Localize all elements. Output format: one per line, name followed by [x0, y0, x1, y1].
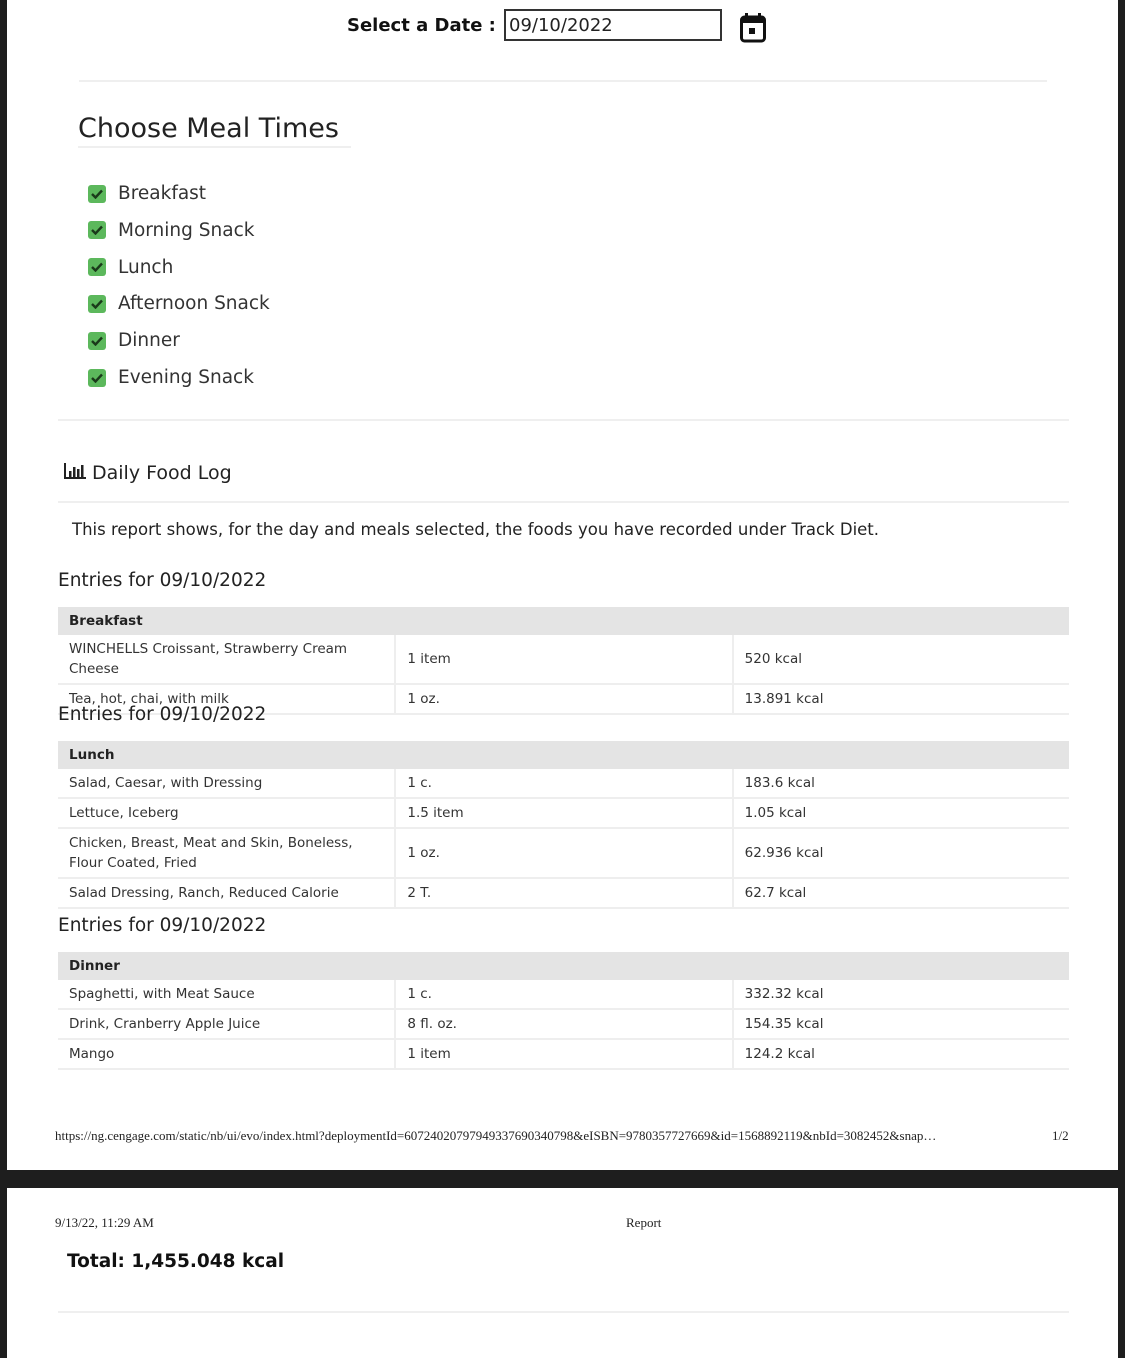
food-amount: 8 fl. oz. — [394, 1009, 733, 1040]
meal-table-dinner: Dinner Spaghetti, with Meat Sauce 1 c. 332.… — [58, 952, 1069, 1070]
table-row: WINCHELLS Croissant, Strawberry Cream Ch… — [58, 635, 1069, 685]
food-calories: 332.32 kcal — [731, 980, 1069, 1010]
table-row: Drink, Cranberry Apple Juice 8 fl. oz. 154… — [58, 1009, 1069, 1040]
food-name: Drink, Cranberry Apple Juice — [58, 1009, 396, 1040]
food-name: Mango — [58, 1039, 396, 1070]
meal-label: Afternoon Snack — [118, 293, 270, 315]
divider — [58, 501, 1069, 503]
checkbox[interactable] — [88, 294, 106, 313]
food-amount: 2 T. — [394, 878, 733, 909]
food-calories: 183.6 kcal — [731, 769, 1069, 799]
date-label: Select a Date : — [347, 15, 496, 36]
table-row: Mango 1 item 124.2 kcal — [58, 1039, 1069, 1070]
meal-label: Morning Snack — [118, 219, 255, 241]
food-amount: 1 oz. — [394, 684, 733, 715]
food-amount: 1.5 item — [394, 798, 733, 829]
food-name: Lettuce, Iceberg — [58, 798, 396, 829]
checkbox[interactable] — [88, 258, 106, 277]
food-name: Salad, Caesar, with Dressing — [58, 769, 396, 799]
entries-heading: Entries for 09/10/2022 — [58, 704, 267, 725]
print-footer-url: https://ng.cengage.com/static/nb/ui/evo/… — [55, 1128, 937, 1143]
meal-table-lunch: Lunch Salad, Caesar, with Dressing 1 c. 183… — [58, 741, 1069, 909]
food-calories: 13.891 kcal — [731, 684, 1069, 715]
food-name: WINCHELLS Croissant, Strawberry Cream Ch… — [58, 635, 396, 685]
divider — [58, 1311, 1069, 1313]
food-amount: 1 item — [394, 1039, 733, 1070]
food-name: Tea, hot, chai, with milk — [58, 684, 396, 715]
food-amount: 1 c. — [394, 769, 733, 799]
food-name: Salad Dressing, Ranch, Reduced Calorie — [58, 878, 396, 909]
meal-checkbox-morning-snack[interactable]: Morning Snack — [88, 220, 254, 241]
print-timestamp: 9/13/22, 11:29 AM — [55, 1215, 154, 1230]
food-amount: 1 c. — [394, 980, 733, 1010]
report-description: This report shows, for the day and meals… — [72, 520, 880, 539]
meal-checkbox-evening-snack[interactable]: Evening Snack — [88, 367, 254, 388]
entries-heading: Entries for 09/10/2022 — [58, 915, 267, 936]
print-doc-title: Report — [626, 1215, 662, 1230]
meal-checkbox-lunch[interactable]: Lunch — [88, 257, 173, 278]
food-amount: 1 oz. — [394, 828, 733, 879]
meal-header: Lunch — [58, 741, 1069, 769]
meal-label: Breakfast — [118, 183, 207, 204]
total-calories: Total: 1,455.048 kcal — [67, 1251, 285, 1272]
entries-heading: Entries for 09/10/2022 — [58, 570, 267, 591]
table-row: Salad, Caesar, with Dressing 1 c. 183.6 kc… — [58, 769, 1069, 799]
meal-checkbox-afternoon-snack[interactable]: Afternoon Snack — [88, 293, 270, 314]
meal-label: Lunch — [118, 256, 174, 278]
calendar-icon[interactable] — [740, 13, 766, 47]
meal-label: Dinner — [118, 330, 180, 352]
meal-header: Breakfast — [58, 607, 1069, 635]
food-calories: 154.35 kcal — [731, 1009, 1069, 1040]
table-row: Spaghetti, with Meat Sauce 1 c. 332.32 kca… — [58, 980, 1069, 1010]
food-calories: 520 kcal — [731, 635, 1069, 685]
meal-table-breakfast: Breakfast WINCHELLS Croissant, Strawberry… — [58, 607, 1069, 715]
checkbox[interactable] — [88, 184, 106, 203]
food-calories: 62.936 kcal — [731, 828, 1069, 879]
pdf-page-2: 9/13/22, 11:29 AM Report Total: 1,455.04… — [7, 1188, 1118, 1358]
food-log-title-text: Daily Food Log — [92, 462, 232, 484]
meal-checkbox-dinner[interactable]: Dinner — [88, 330, 180, 351]
meal-label: Evening Snack — [118, 367, 254, 388]
divider — [79, 80, 1047, 82]
meal-checkbox-breakfast[interactable]: Breakfast — [88, 183, 206, 204]
meal-times-title: Choose Meal Times — [78, 113, 351, 148]
food-calories: 124.2 kcal — [731, 1039, 1069, 1070]
table-row: Lettuce, Iceberg 1.5 item 1.05 kcal — [58, 798, 1069, 829]
checkbox[interactable] — [88, 368, 106, 387]
table-row: Chicken, Breast, Meat and Skin, Boneless… — [58, 828, 1069, 879]
checkbox[interactable] — [88, 221, 106, 240]
pdf-page-1: Select a Date : Choose Meal Times Breakf… — [7, 0, 1118, 1170]
table-row: Salad Dressing, Ranch, Reduced Calorie 2 … — [58, 878, 1069, 909]
food-name: Chicken, Breast, Meat and Skin, Boneless… — [58, 828, 396, 879]
page-number: 1/2 — [1052, 1128, 1069, 1143]
food-amount: 1 item — [394, 635, 733, 685]
date-input[interactable] — [504, 9, 722, 41]
food-name: Spaghetti, with Meat Sauce — [58, 980, 396, 1010]
checkbox[interactable] — [88, 331, 106, 350]
food-calories: 1.05 kcal — [731, 798, 1069, 829]
bar-chart-icon — [64, 462, 86, 484]
food-log-title: Daily Food Log — [64, 462, 232, 484]
food-calories: 62.7 kcal — [731, 878, 1069, 909]
divider — [58, 419, 1069, 421]
table-row: Tea, hot, chai, with milk 1 oz. 13.891 kca… — [58, 684, 1069, 715]
meal-header: Dinner — [58, 952, 1069, 980]
